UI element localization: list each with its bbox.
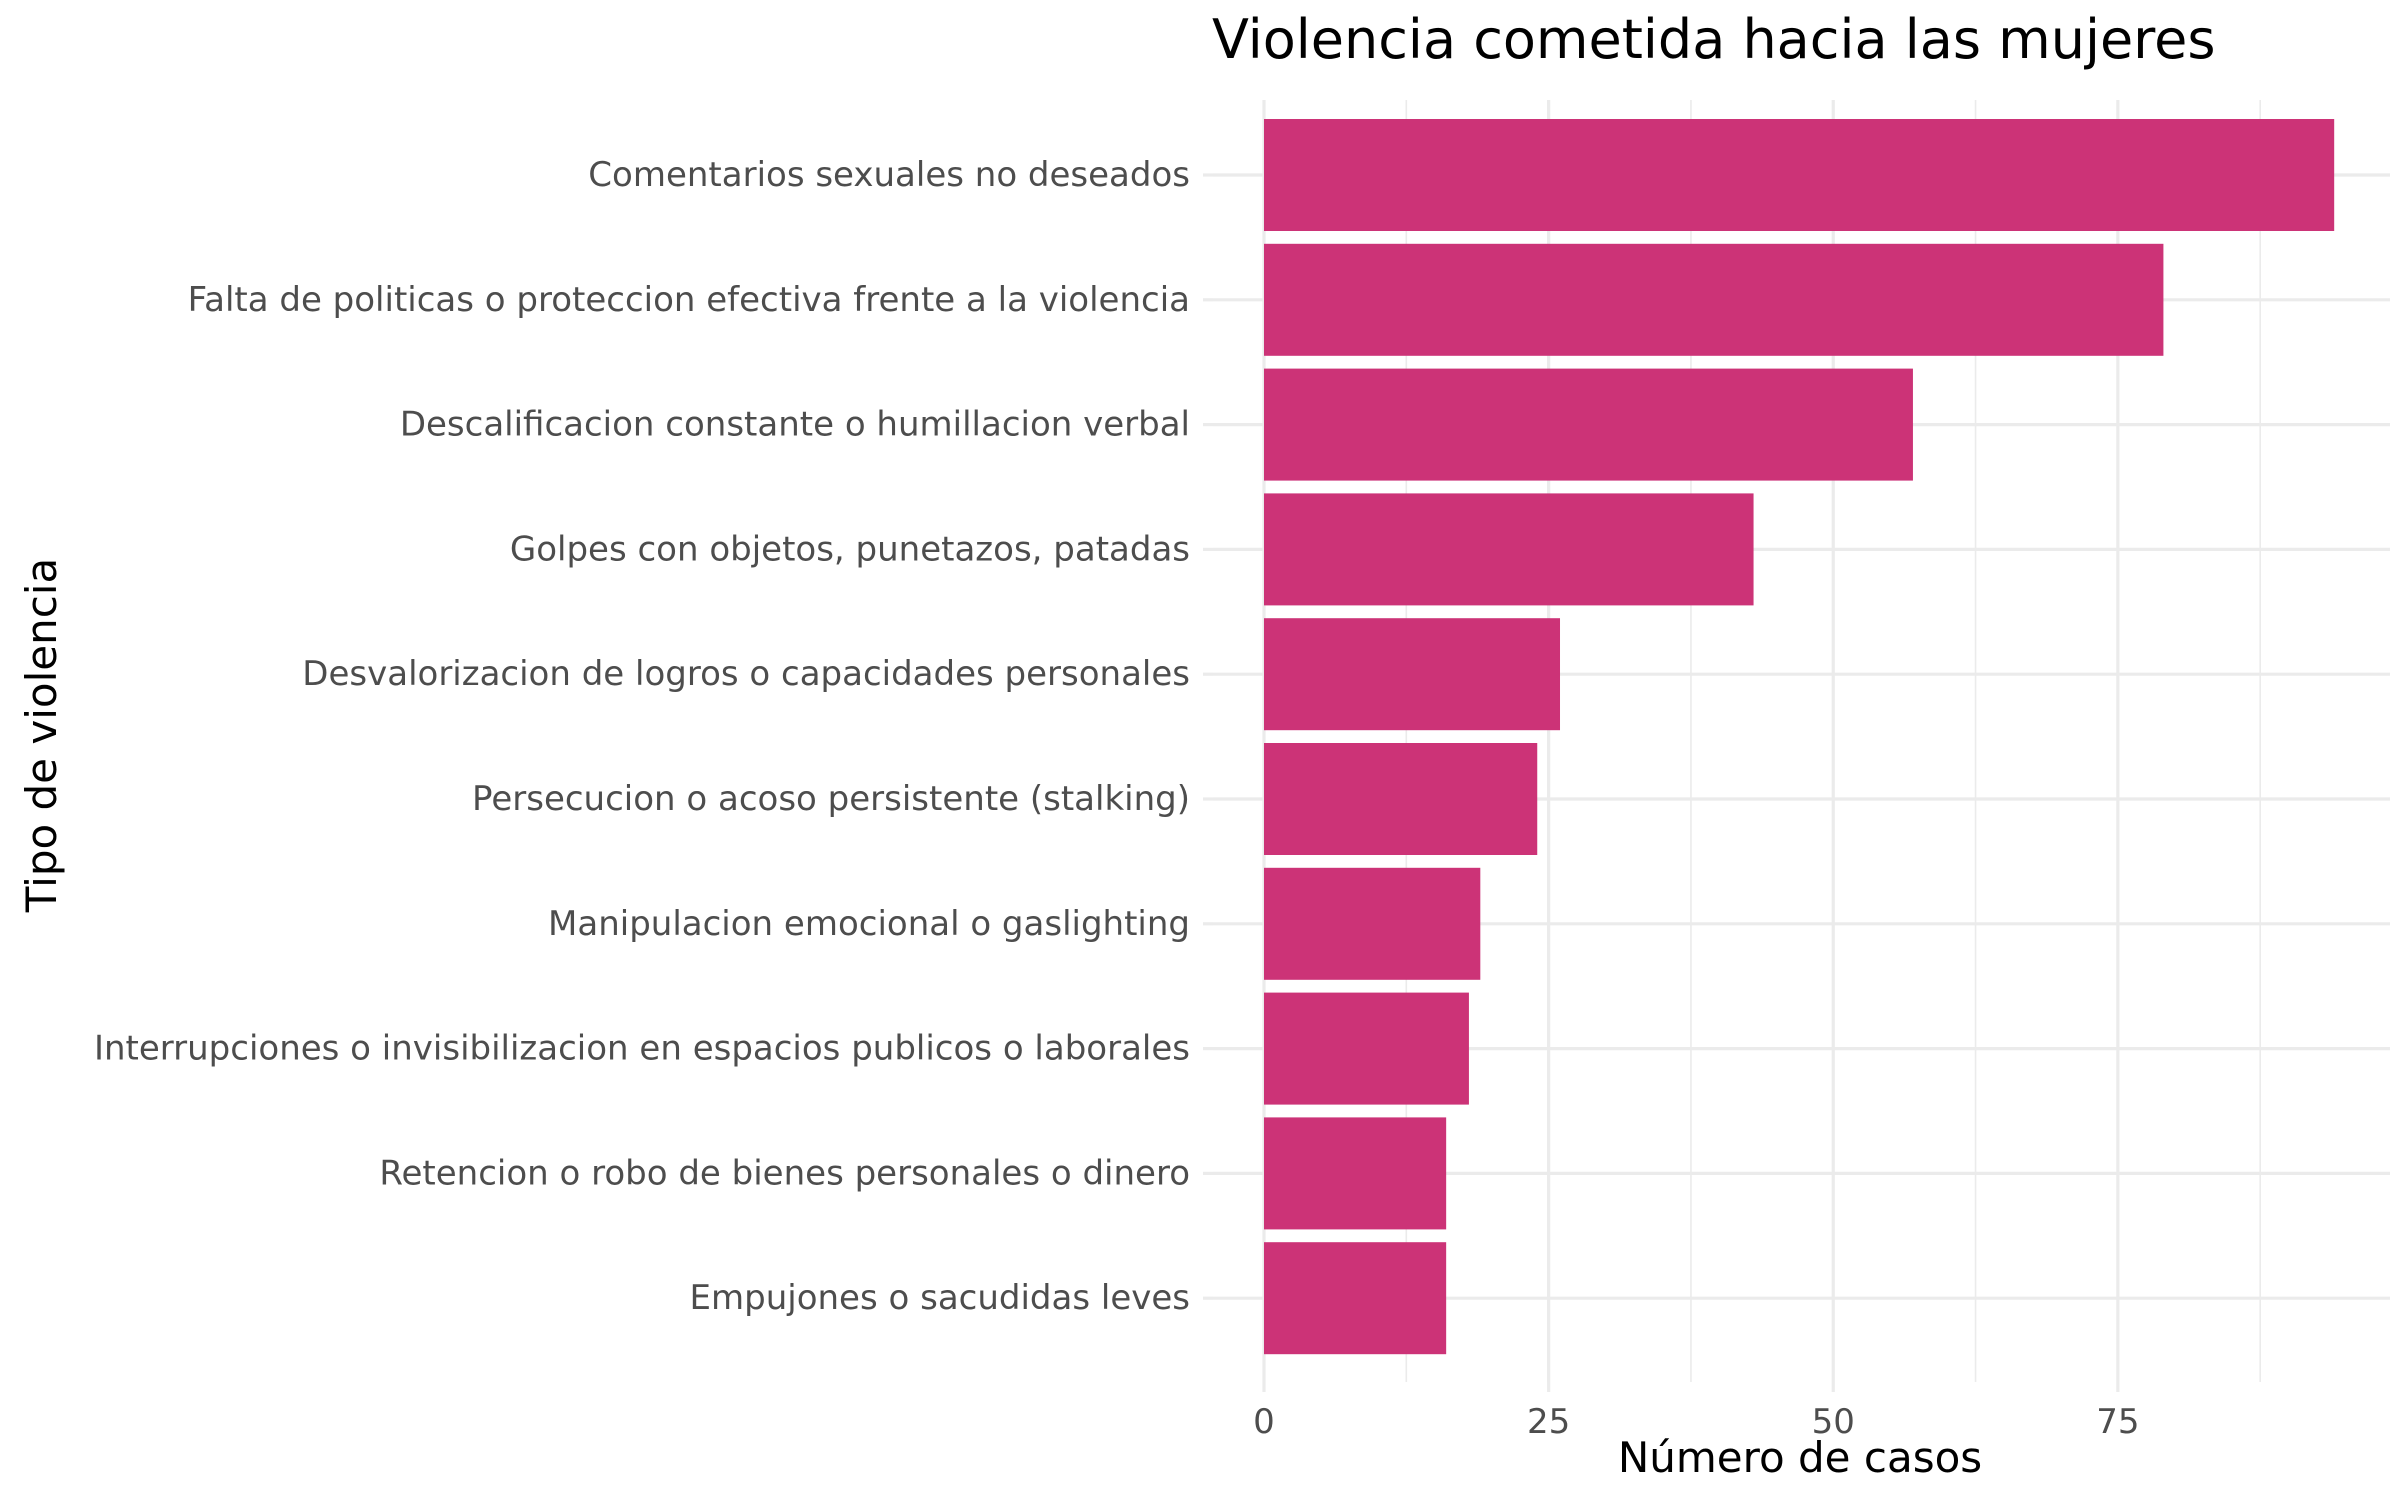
x-tick-label: 0 [1253, 1402, 1275, 1442]
y-tick-label: Falta de politicas o proteccion efectiva… [188, 280, 1190, 320]
bar [1264, 867, 1481, 980]
bar [1264, 743, 1538, 855]
bar [1264, 243, 2164, 356]
x-tick-label: 75 [2096, 1402, 2139, 1442]
bar [1264, 1117, 1447, 1230]
y-axis-title: Tipo de violencia [17, 558, 66, 913]
y-tick-label: Golpes con objetos, punetazos, patadas [510, 529, 1190, 569]
bars [1264, 119, 2335, 1355]
bar [1264, 618, 1561, 731]
y-ticks: Comentarios sexuales no deseados Falta de… [94, 155, 1213, 1318]
x-axis-title: Número de casos [1618, 1433, 1982, 1482]
bar [1264, 1242, 1447, 1355]
y-tick-label: Descalificacion constante o humillacion … [400, 405, 1190, 445]
y-tick-label: Interrupciones o invisibilizacion en esp… [94, 1029, 1190, 1069]
y-tick-label: Comentarios sexuales no deseados [588, 155, 1190, 195]
y-tick-label: Manipulacion emocional o gaslighting [548, 904, 1190, 944]
bar [1264, 992, 1469, 1105]
chart-title: Violencia cometida hacia las mujeres [1212, 8, 2216, 71]
y-tick-label: Retencion o robo de bienes personales o … [379, 1153, 1190, 1193]
y-tick-label: Empujones o sacudidas leves [690, 1278, 1190, 1318]
bar [1264, 368, 1913, 481]
y-tick-label: Persecucion o acoso persistente (stalkin… [472, 779, 1190, 819]
bar [1264, 119, 2335, 231]
x-ticks: 0 25 50 75 [1253, 1382, 2140, 1442]
x-tick-label: 25 [1527, 1402, 1570, 1442]
bar [1264, 493, 1754, 606]
y-tick-label: Desvalorizacion de logros o capacidades … [302, 654, 1190, 694]
x-tick-label: 50 [1812, 1402, 1855, 1442]
